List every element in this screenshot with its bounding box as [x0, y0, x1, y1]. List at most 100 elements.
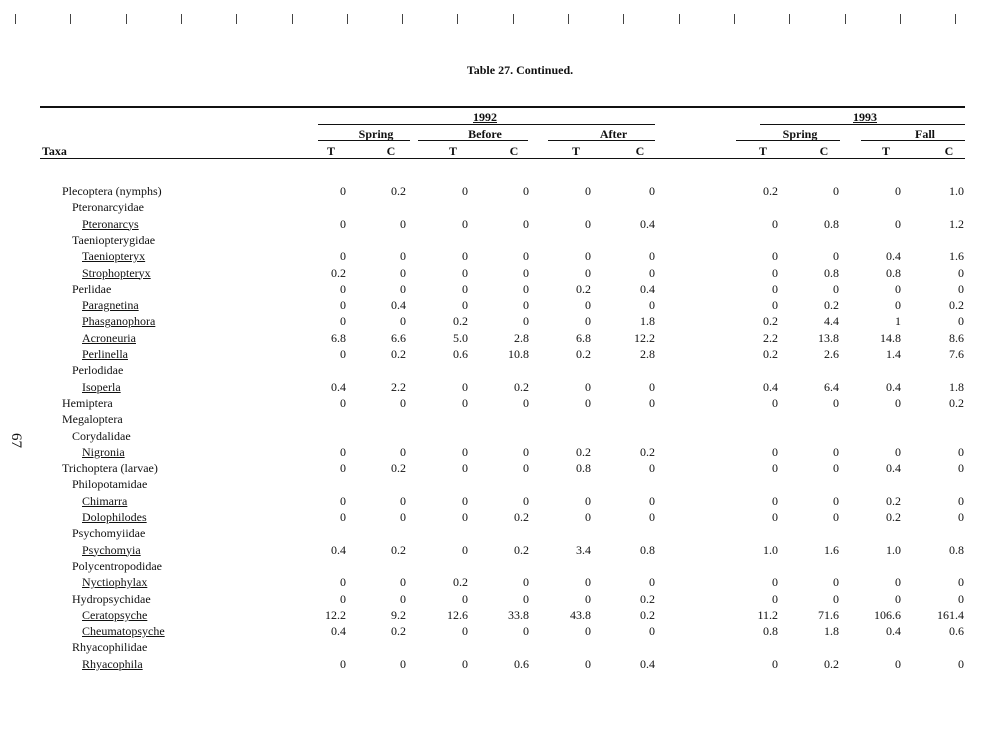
period-header: Spring [782, 127, 818, 141]
table-cell: 0 [523, 298, 529, 313]
column-header-t: T [326, 144, 335, 158]
table-cell: 0.4 [886, 624, 901, 639]
table-cell: 0 [772, 461, 778, 476]
scan-mark [125, 14, 127, 24]
table-cell: 0.2 [576, 347, 591, 361]
table-cell: 0 [585, 591, 591, 606]
table-cell: 0.4 [886, 249, 901, 264]
table-cell: 0 [958, 575, 964, 590]
scan-mark [733, 14, 735, 24]
table-cell: 0 [585, 314, 591, 329]
taxon-name: Corydalidae [72, 428, 131, 443]
table-cell: 0 [585, 249, 591, 264]
table-cell: 0.2 [514, 510, 529, 524]
table-cell: 0.4 [886, 461, 901, 476]
table-cell: 0.2 [949, 395, 964, 410]
table-cell: 0 [400, 249, 406, 264]
table-cell: 0 [340, 347, 346, 361]
taxon-name: Hemiptera [62, 395, 113, 410]
genus-name: Rhyacophila [82, 656, 143, 671]
table-cell: 0 [772, 591, 778, 606]
genus-name: Phasganophora [82, 314, 156, 329]
table-cell: 0 [772, 265, 778, 280]
year-1992: 1992 [473, 110, 497, 124]
table-cell: 0 [649, 249, 655, 264]
table-cell: 0 [958, 461, 964, 476]
table-cell: 0 [585, 265, 591, 280]
table-cell: 0 [523, 265, 529, 280]
table-cell: 0.2 [514, 379, 529, 394]
period-rule [736, 140, 840, 141]
table-cell: 0 [772, 575, 778, 590]
period-rule [548, 140, 655, 141]
year-1992-rule [318, 124, 655, 125]
table-cell: 0 [649, 379, 655, 394]
table-cell: 1.4 [886, 347, 901, 361]
table-cell: 0 [649, 184, 655, 198]
table-cell: 0 [585, 395, 591, 410]
table-cell: 0.2 [824, 298, 839, 313]
table-cell: 0 [895, 184, 901, 198]
top-rule [40, 106, 965, 108]
table-cell: 0.2 [391, 184, 406, 198]
table-cell: 0 [585, 184, 591, 198]
table-cell: 0 [585, 656, 591, 671]
taxon-name: Polycentropodidae [72, 558, 162, 573]
table-cell: 0 [400, 281, 406, 296]
table-cell: 0 [400, 265, 406, 280]
table-cell: 0 [462, 379, 468, 394]
table-cell: 0.4 [331, 624, 346, 639]
table-cell: 0 [462, 461, 468, 476]
table-cell: 0 [462, 184, 468, 198]
table-cell: 0 [340, 298, 346, 313]
taxon-name: Perlodidae [72, 363, 124, 378]
table-cell: 0 [523, 575, 529, 590]
table-cell: 0.8 [824, 265, 839, 280]
table-cell: 0.2 [391, 461, 406, 476]
table-cell: 0 [649, 395, 655, 410]
period-header: Fall [915, 127, 935, 141]
table-cell: 0 [340, 216, 346, 231]
table-cell: 0 [523, 249, 529, 264]
period-rule [318, 140, 410, 141]
table-cell: 0.8 [824, 216, 839, 231]
period-rule [861, 140, 965, 141]
table-cell: 0 [400, 395, 406, 410]
table-cell: 0.6 [949, 624, 964, 639]
table-cell: 6.4 [824, 379, 839, 394]
table-cell: 14.8 [880, 330, 901, 345]
taxon-name: Trichoptera (larvae) [62, 461, 158, 476]
table-cell: 0 [340, 249, 346, 264]
table-cell: 0 [833, 461, 839, 476]
table-cell: 11.2 [757, 607, 778, 622]
column-header-t: T [448, 144, 457, 158]
table-cell: 0 [833, 281, 839, 296]
table-cell: 0 [833, 444, 839, 459]
table-cell: 0 [340, 444, 346, 459]
taxon-name: Perlidae [72, 281, 112, 296]
table-cell: 0 [895, 575, 901, 590]
table-cell: 1 [895, 314, 901, 329]
table-cell: 0.2 [640, 607, 655, 622]
taxon-name: Hydropsychidae [72, 591, 151, 606]
table-cell: 0.2 [886, 510, 901, 524]
table-cell: 0 [340, 493, 346, 508]
table-cell: 71.6 [818, 607, 839, 622]
table-cell: 0 [462, 249, 468, 264]
scan-mark [789, 14, 791, 24]
table-cell: 0.4 [886, 379, 901, 394]
table-cell: 0 [958, 314, 964, 329]
page-number: 67 [8, 433, 24, 448]
genus-name: Taeniopteryx [82, 249, 146, 264]
table-cell: 0.2 [453, 314, 468, 329]
period-rule [418, 140, 528, 141]
table-cell: 0.2 [391, 347, 406, 361]
table-cell: 0 [340, 656, 346, 671]
year-1993: 1993 [853, 110, 877, 124]
genus-name: Chimarra [82, 493, 128, 508]
table-cell: 8.6 [949, 330, 964, 345]
table-cell: 0 [523, 493, 529, 508]
table-cell: 0 [462, 591, 468, 606]
table-cell: 0.2 [391, 624, 406, 639]
table-cell: 0 [462, 656, 468, 671]
